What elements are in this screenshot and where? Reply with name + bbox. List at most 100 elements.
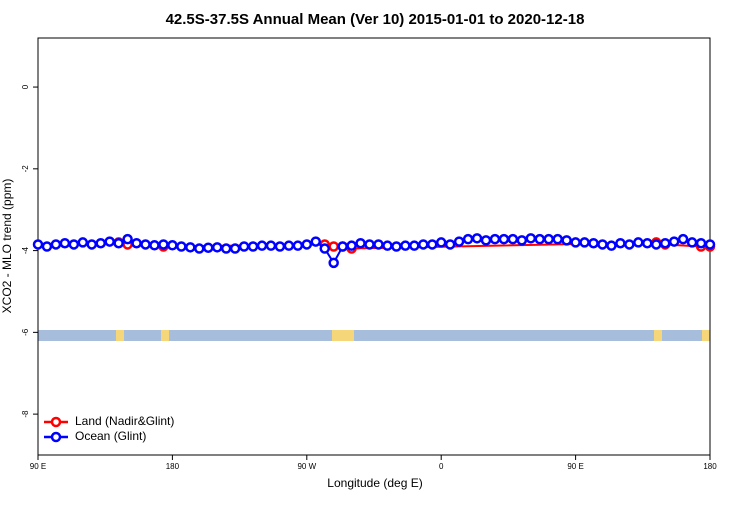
- point: [211, 242, 223, 253]
- point: [158, 239, 169, 250]
- land-band: [654, 330, 662, 341]
- point: [176, 241, 187, 252]
- point: [471, 233, 483, 244]
- point: [686, 237, 698, 248]
- point: [462, 233, 474, 245]
- x-tick-label: 180: [703, 462, 717, 471]
- legend-marker: [50, 431, 62, 443]
- point: [426, 239, 438, 250]
- point: [418, 239, 429, 250]
- point: [606, 240, 617, 251]
- point: [328, 257, 339, 269]
- point: [480, 235, 492, 246]
- point: [570, 237, 581, 248]
- point: [561, 235, 572, 246]
- point: [256, 240, 268, 251]
- y-tick-label: 0: [21, 84, 30, 89]
- point: [624, 239, 635, 250]
- land-band: [116, 330, 124, 341]
- point: [202, 242, 214, 253]
- point: [86, 239, 98, 250]
- point: [633, 237, 644, 248]
- point: [668, 236, 680, 247]
- x-tick-label: 90 E: [30, 462, 46, 471]
- point: [32, 239, 44, 250]
- point: [364, 239, 375, 250]
- point: [588, 237, 599, 249]
- point: [642, 237, 653, 249]
- y-axis-label: XCO2 - MLO trend (ppm): [0, 179, 14, 314]
- point: [543, 233, 554, 245]
- surface-mask: [38, 330, 710, 341]
- x-axis-label: Longitude (deg E): [327, 476, 422, 490]
- x-tick-label: 90 W: [297, 462, 316, 471]
- point: [391, 241, 402, 252]
- point: [238, 241, 250, 252]
- point: [615, 237, 626, 249]
- point: [140, 239, 151, 250]
- legend-label: Land (Nadir&Glint): [75, 414, 174, 428]
- x-tick-label: 90 E: [567, 462, 583, 471]
- point: [310, 236, 322, 247]
- point: [453, 236, 465, 247]
- point: [41, 241, 53, 252]
- point: [194, 243, 205, 254]
- point: [95, 237, 106, 249]
- point: [292, 240, 304, 251]
- point: [355, 237, 366, 249]
- x-tick-label: 0: [439, 462, 444, 471]
- point: [68, 239, 80, 250]
- point: [534, 233, 546, 245]
- point: [229, 243, 241, 254]
- point: [659, 237, 671, 249]
- y-tick-label: -8: [21, 410, 30, 418]
- land-band: [332, 330, 354, 341]
- point: [382, 240, 393, 251]
- point: [695, 237, 707, 249]
- point: [59, 237, 71, 249]
- legend-marker: [50, 416, 62, 428]
- point: [167, 240, 178, 251]
- point: [247, 241, 259, 252]
- y-tick-label: -6: [21, 328, 30, 336]
- point: [220, 243, 232, 254]
- point: [77, 237, 89, 248]
- point: [498, 233, 510, 245]
- point: [131, 237, 142, 249]
- point: [274, 241, 286, 252]
- legend-label: Ocean (Glint): [75, 429, 146, 443]
- point: [328, 241, 339, 252]
- point: [337, 241, 348, 252]
- point: [409, 240, 420, 251]
- point: [552, 233, 563, 245]
- point: [579, 237, 590, 248]
- point: [50, 239, 62, 250]
- point: [104, 236, 115, 247]
- point: [444, 239, 456, 250]
- point: [597, 239, 608, 250]
- point: [704, 239, 716, 250]
- point: [346, 240, 357, 251]
- point: [373, 239, 384, 250]
- point: [122, 233, 133, 245]
- point: [301, 239, 313, 250]
- point: [113, 237, 124, 249]
- point: [516, 235, 528, 246]
- y-tick-label: -4: [21, 246, 30, 254]
- point: [677, 233, 689, 245]
- point: [489, 233, 501, 245]
- point: [149, 240, 160, 251]
- land-band: [161, 330, 169, 341]
- point: [283, 240, 295, 251]
- point: [400, 240, 411, 251]
- point: [185, 242, 196, 253]
- land-band: [702, 330, 710, 341]
- point: [650, 239, 662, 250]
- point: [319, 243, 330, 254]
- point: [525, 233, 537, 244]
- chart-title: 42.5S-37.5S Annual Mean (Ver 10) 2015-01…: [166, 11, 585, 28]
- x-tick-label: 180: [166, 462, 180, 471]
- point: [265, 240, 277, 251]
- ocean-band: [38, 330, 710, 341]
